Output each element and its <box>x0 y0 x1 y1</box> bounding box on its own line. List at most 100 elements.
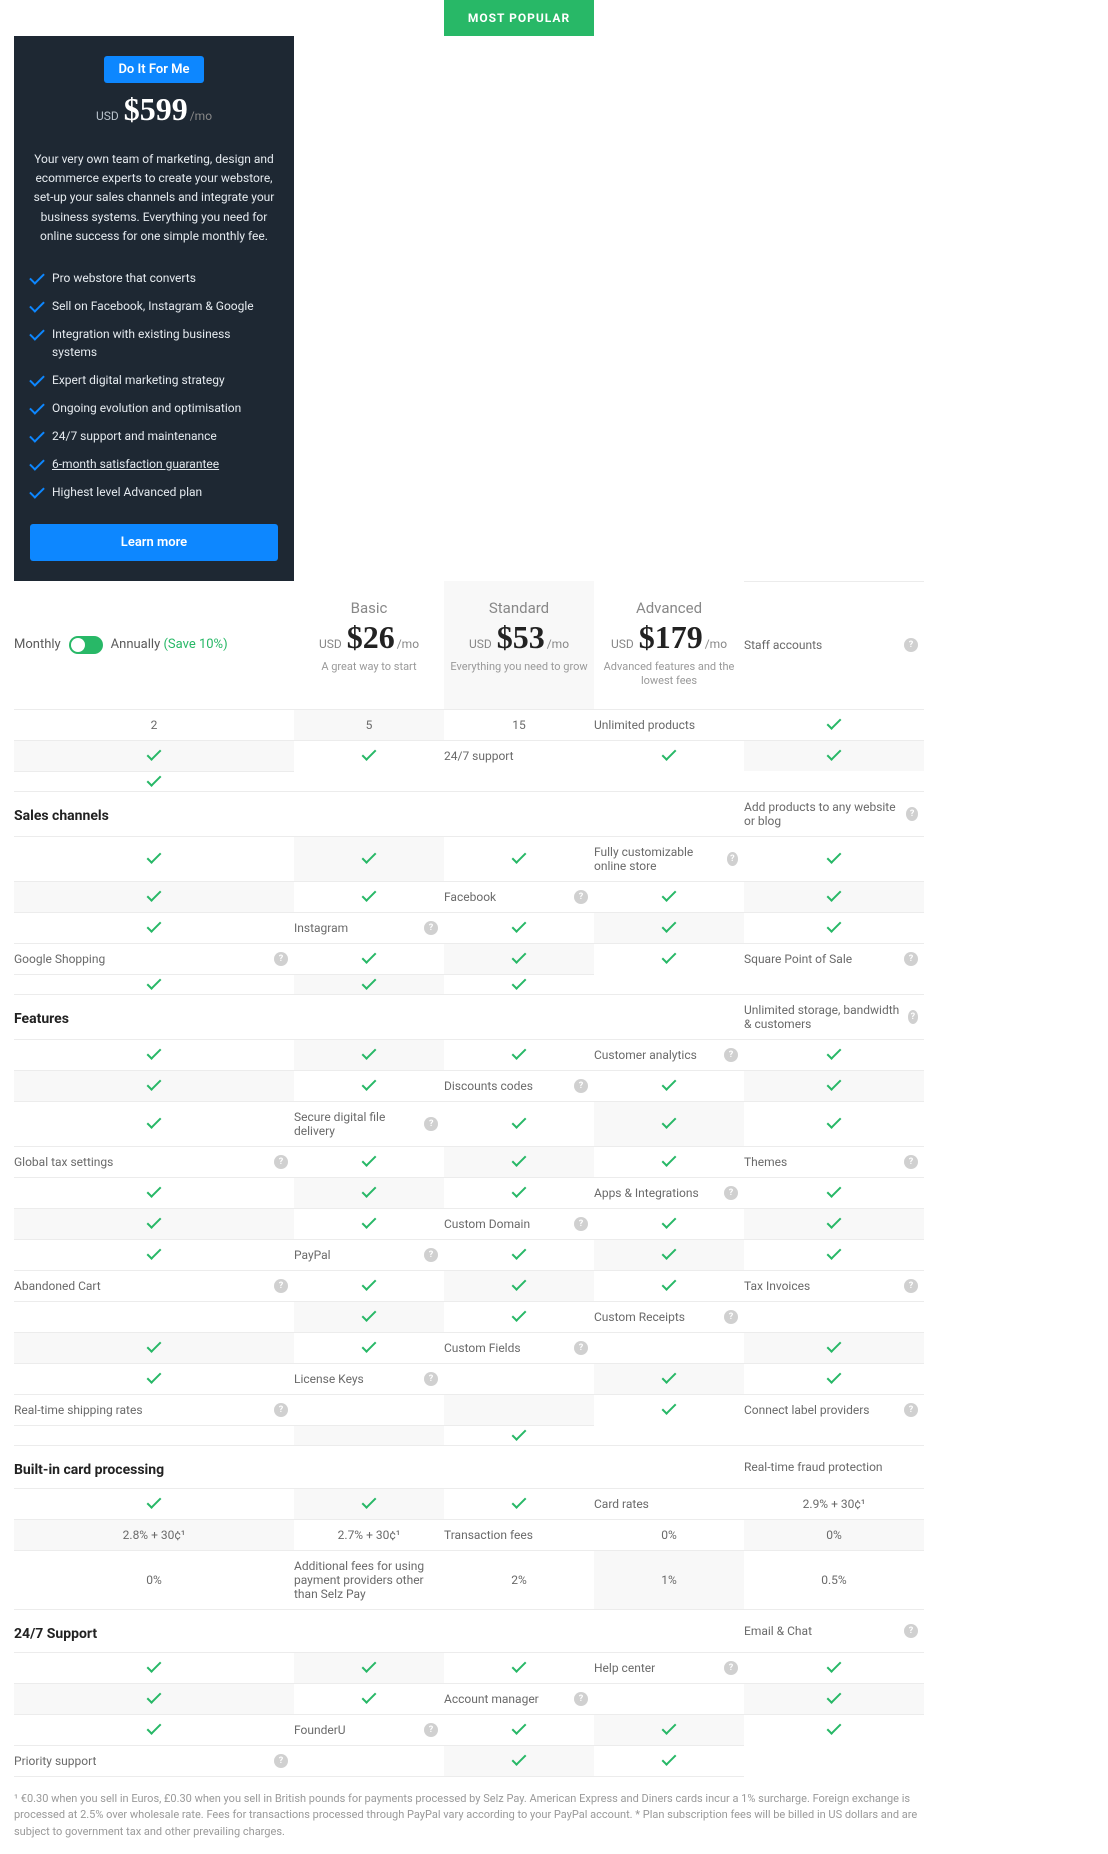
help-icon[interactable]: ? <box>424 1372 438 1386</box>
help-icon[interactable]: ? <box>274 952 288 966</box>
check-icon <box>662 1720 677 1735</box>
check-icon <box>147 746 162 761</box>
help-icon[interactable]: ? <box>904 952 918 966</box>
feature-cell <box>294 1683 444 1714</box>
help-icon[interactable]: ? <box>574 1341 588 1355</box>
feature-cell <box>594 740 744 771</box>
feature-cell <box>294 881 444 912</box>
check-icon <box>827 1658 842 1673</box>
help-icon[interactable]: ? <box>908 1010 918 1024</box>
help-icon[interactable]: ? <box>904 1624 918 1638</box>
feature-label: Custom Domain? <box>444 1208 594 1239</box>
check-icon <box>827 918 842 933</box>
feature-cell <box>594 943 744 974</box>
check-icon <box>362 1214 377 1229</box>
feature-cell <box>444 1270 594 1301</box>
feature-label: Global tax settings? <box>14 1146 294 1177</box>
feature-cell <box>444 1652 594 1683</box>
price: $179 <box>639 619 703 655</box>
help-icon[interactable]: ? <box>574 890 588 904</box>
do-it-feature-list: Pro webstore that convertsSell on Facebo… <box>30 264 278 506</box>
check-icon <box>147 1245 162 1260</box>
feature-cell <box>14 1208 294 1239</box>
help-icon[interactable]: ? <box>904 638 918 652</box>
help-icon[interactable]: ? <box>904 1155 918 1169</box>
currency: USD <box>469 637 492 651</box>
check-icon <box>512 918 527 933</box>
help-icon[interactable]: ? <box>724 1048 738 1062</box>
help-icon[interactable]: ? <box>424 1723 438 1737</box>
feature-label: Square Point of Sale? <box>744 943 924 974</box>
help-icon[interactable]: ? <box>906 807 918 821</box>
help-icon[interactable]: ? <box>727 852 738 866</box>
feature-label: FounderU? <box>294 1714 444 1745</box>
check-icon <box>147 1369 162 1384</box>
check-icon <box>362 1076 377 1091</box>
help-icon[interactable]: ? <box>274 1155 288 1169</box>
feature-cell <box>444 1488 594 1519</box>
do-it-feature-item: Integration with existing business syste… <box>30 320 278 366</box>
feature-cell <box>14 974 294 994</box>
feature-cell: 2 <box>14 709 294 740</box>
period: /mo <box>190 109 212 123</box>
plan-advanced-header: Advanced USD $179/mo Advanced features a… <box>594 581 744 709</box>
check-icon <box>147 1494 162 1509</box>
check-icon <box>662 1369 677 1384</box>
help-icon[interactable]: ? <box>904 1279 918 1293</box>
price: $53 <box>497 619 545 655</box>
save-label: (Save 10%) <box>163 637 227 652</box>
help-icon[interactable]: ? <box>274 1279 288 1293</box>
help-icon[interactable]: ? <box>724 1661 738 1675</box>
feature-cell <box>744 912 924 943</box>
feature-cell <box>594 1683 744 1714</box>
feature-cell <box>14 1039 294 1070</box>
feature-cell <box>744 709 924 740</box>
feature-label: Additional fees for using payment provid… <box>294 1550 444 1609</box>
feature-label: Instagram? <box>294 912 444 943</box>
feature-cell <box>744 1208 924 1239</box>
help-icon[interactable]: ? <box>274 1403 288 1417</box>
help-icon[interactable]: ? <box>274 1754 288 1768</box>
learn-more-button[interactable]: Learn more <box>30 524 278 561</box>
feature-cell <box>444 912 594 943</box>
check-icon <box>147 887 162 902</box>
do-it-description: Your very own team of marketing, design … <box>30 150 278 246</box>
check-icon <box>147 1076 162 1091</box>
help-icon[interactable]: ? <box>904 1403 918 1417</box>
feature-label: Card rates <box>594 1488 744 1519</box>
check-icon <box>662 1114 677 1129</box>
check-icon <box>827 1720 842 1735</box>
feature-cell <box>294 1208 444 1239</box>
help-icon[interactable]: ? <box>424 1248 438 1262</box>
help-icon[interactable]: ? <box>574 1217 588 1231</box>
help-icon[interactable]: ? <box>724 1186 738 1200</box>
help-icon[interactable]: ? <box>724 1310 738 1324</box>
section-heading: Sales channels <box>14 791 744 836</box>
feature-cell <box>744 1683 924 1714</box>
feature-label: License Keys? <box>294 1363 444 1394</box>
help-icon[interactable]: ? <box>574 1692 588 1706</box>
section-heading: Features <box>14 994 744 1039</box>
check-icon <box>147 975 162 990</box>
feature-cell <box>744 1363 924 1394</box>
check-icon <box>362 1658 377 1673</box>
do-it-feature-item: 24/7 support and maintenance <box>30 422 278 450</box>
feature-cell <box>294 1488 444 1519</box>
feature-cell <box>294 1301 444 1332</box>
most-popular-banner: MOST POPULAR <box>444 0 594 36</box>
plan-standard-header: Standard USD $53/mo Everything you need … <box>444 581 594 709</box>
help-icon[interactable]: ? <box>574 1079 588 1093</box>
feature-cell <box>594 1270 744 1301</box>
check-icon <box>662 1214 677 1229</box>
billing-toggle[interactable] <box>69 636 103 654</box>
help-icon[interactable]: ? <box>424 1117 438 1131</box>
check-icon <box>662 1400 677 1415</box>
feature-cell <box>14 1332 294 1363</box>
feature-cell <box>294 740 444 771</box>
check-icon <box>827 887 842 902</box>
help-icon[interactable]: ? <box>424 921 438 935</box>
check-icon <box>362 1183 377 1198</box>
check-icon <box>827 1045 842 1060</box>
currency: USD <box>611 637 634 651</box>
feature-cell <box>744 1039 924 1070</box>
